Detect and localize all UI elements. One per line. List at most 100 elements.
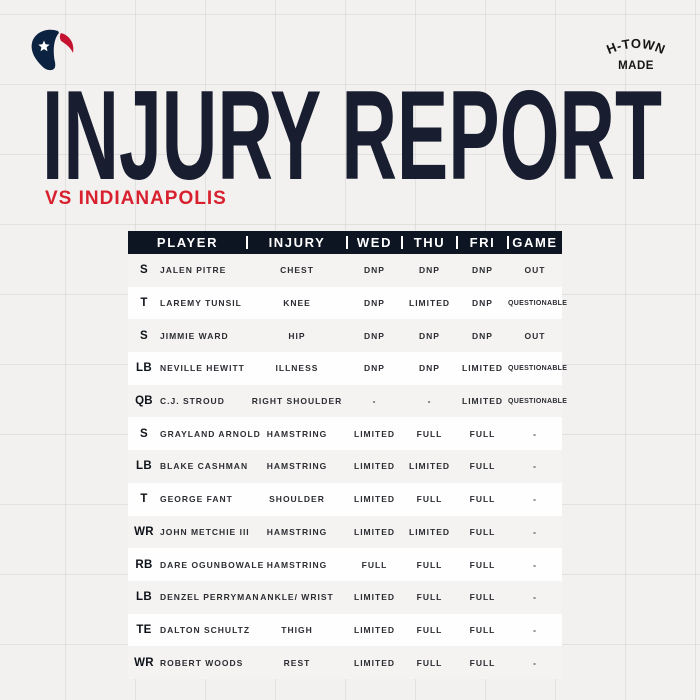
player-name-cell: DARE OGUNBOWALE: [160, 559, 265, 570]
table-row: S JIMMIE WARD HIP DNP DNP DNP OUT: [128, 319, 562, 353]
game-status-cell: OUT: [524, 265, 546, 276]
table-row: S JALEN PITRE CHEST DNP DNP DNP OUT: [128, 254, 562, 287]
game-status-cell: -: [533, 592, 537, 603]
game-status-cell: -: [533, 624, 537, 635]
table-row: T LAREMY TUNSIL KNEE DNP LIMITED DNP QUE…: [128, 286, 568, 320]
wed-status-cell: LIMITED: [354, 657, 395, 668]
injury-cell: CHEST: [280, 265, 314, 276]
game-status-cell: QUESTIONABLE: [508, 364, 568, 372]
position-cell: LB: [136, 362, 152, 375]
position-cell: WR: [134, 525, 154, 538]
fri-status-cell: FULL: [469, 657, 496, 668]
injury-cell: REST: [283, 657, 311, 668]
wed-status-cell: LIMITED: [354, 461, 395, 472]
wed-status-cell: DNP: [364, 330, 385, 341]
position-cell: S: [140, 329, 148, 342]
wed-status-cell: LIMITED: [354, 624, 395, 635]
thu-status-cell: FULL: [416, 428, 443, 439]
made-text: MADE: [618, 60, 654, 72]
injury-cell: ILLNESS: [275, 363, 319, 374]
fri-status-cell: DNP: [472, 265, 493, 276]
table-row: QB C.J. STROUD RIGHT SHOULDER - - LIMITE…: [128, 384, 567, 418]
game-status-cell: OUT: [524, 330, 546, 341]
player-name-cell: DALTON SCHULTZ: [160, 624, 251, 635]
injury-table: PLAYER INJURY WED THU FRI GAME S JALEN P…: [128, 231, 568, 679]
wed-status-cell: LIMITED: [354, 494, 395, 505]
injury-cell: HAMSTRING: [266, 526, 328, 537]
texans-bull-logo: [31, 29, 74, 71]
table-row: LB DENZEL PERRYMAN ANKLE/ WRIST LIMITED …: [128, 580, 562, 614]
position-cell: TE: [136, 623, 152, 636]
injury-cell: ANKLE/ WRIST: [260, 592, 334, 603]
star-icon: [38, 40, 50, 52]
thu-status-cell: FULL: [416, 624, 443, 635]
player-name-cell: ROBERT WOODS: [160, 657, 244, 668]
game-status-cell: -: [533, 559, 537, 570]
wed-status-cell: DNP: [364, 298, 385, 309]
position-cell: LB: [136, 460, 152, 473]
fri-status-cell: LIMITED: [462, 363, 503, 374]
thu-status-cell: FULL: [416, 592, 443, 603]
player-name-cell: BLAKE CASHMAN: [160, 461, 249, 472]
thu-status-cell: FULL: [416, 494, 443, 505]
table-row: RB DARE OGUNBOWALE HAMSTRING FULL FULL F…: [128, 548, 562, 581]
player-name-cell: NEVILLE HEWITT: [160, 363, 245, 374]
page-title: INJURY REPORT: [42, 86, 662, 184]
htown-text: H-TOWN: [604, 36, 667, 57]
injury-cell: THIGH: [281, 624, 313, 635]
thu-status-cell: DNP: [419, 363, 440, 374]
game-status-cell: -: [533, 657, 537, 668]
fri-status-cell: LIMITED: [462, 396, 503, 407]
injury-cell: HIP: [288, 330, 306, 341]
thu-status-cell: LIMITED: [409, 526, 450, 537]
game-status-cell: -: [533, 494, 537, 505]
injury-cell: HAMSTRING: [266, 428, 328, 439]
wed-status-cell: LIMITED: [354, 592, 395, 603]
position-cell: QB: [135, 395, 153, 408]
position-cell: LB: [136, 591, 152, 604]
player-name-cell: JALEN PITRE: [160, 265, 227, 276]
column-header-injury: INJURY: [246, 231, 347, 254]
column-header-player: PLAYER: [156, 235, 219, 250]
table-row: TE DALTON SCHULTZ THIGH LIMITED FULL FUL…: [128, 613, 562, 647]
position-cell: S: [140, 264, 148, 277]
fri-status-cell: FULL: [469, 494, 496, 505]
position-cell: T: [140, 493, 148, 506]
thu-status-cell: LIMITED: [409, 461, 450, 472]
game-status-cell: -: [533, 461, 537, 472]
wed-status-cell: FULL: [361, 559, 388, 570]
player-name-cell: C.J. STROUD: [160, 396, 225, 407]
injury-cell: RIGHT SHOULDER: [251, 396, 343, 407]
player-name-cell: JIMMIE WARD: [160, 330, 229, 341]
htown-made-logo: H-TOWN MADE: [604, 36, 667, 72]
fri-status-cell: FULL: [469, 461, 496, 472]
game-status-cell: -: [533, 428, 537, 439]
column-header-thu: THU: [401, 231, 457, 254]
injury-cell: HAMSTRING: [266, 559, 328, 570]
page-title-block: INJURY REPORT: [42, 86, 662, 184]
injury-cell: HAMSTRING: [266, 461, 328, 472]
game-status-cell: -: [533, 526, 537, 537]
position-cell: S: [140, 427, 148, 440]
fri-status-cell: FULL: [469, 624, 496, 635]
table-row: LB BLAKE CASHMAN HAMSTRING LIMITED LIMIT…: [128, 450, 562, 483]
injury-cell: KNEE: [283, 298, 311, 309]
game-status-cell: QUESTIONABLE: [508, 299, 568, 307]
position-cell: RB: [135, 558, 153, 571]
fri-status-cell: FULL: [469, 526, 496, 537]
thu-status-cell: DNP: [419, 265, 440, 276]
player-name-cell: GEORGE FANT: [160, 494, 233, 505]
table-header-row: PLAYER INJURY WED THU FRI GAME: [128, 231, 562, 254]
column-header-game: GAME: [507, 231, 562, 254]
wed-status-cell: DNP: [364, 265, 385, 276]
table-row: WR JOHN METCHIE III HAMSTRING LIMITED LI…: [128, 515, 562, 549]
table-row: LB NEVILLE HEWITT ILLNESS DNP DNP LIMITE…: [128, 352, 568, 385]
column-header-wed: WED: [346, 231, 402, 254]
table-row: WR ROBERT WOODS REST LIMITED FULL FULL -: [128, 646, 562, 679]
htown-arc-text: H-TOWN: [604, 36, 667, 57]
thu-status-cell: FULL: [416, 657, 443, 668]
player-name-cell: DENZEL PERRYMAN: [160, 592, 260, 603]
wed-status-cell: -: [372, 396, 377, 407]
thu-status-cell: FULL: [416, 559, 443, 570]
